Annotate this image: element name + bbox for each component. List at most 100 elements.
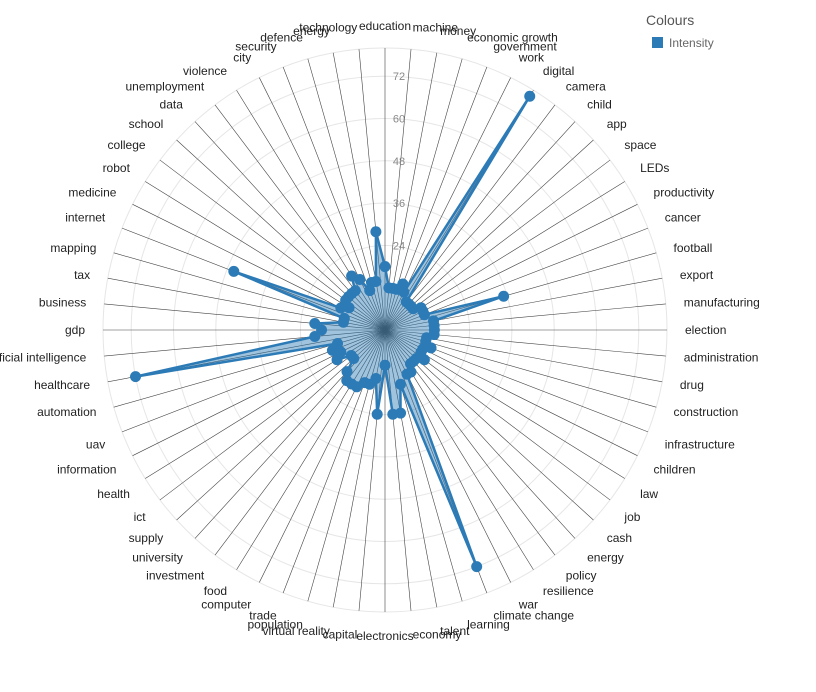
category-label: artificial intelligence [0, 351, 87, 365]
legend-swatch-intensity[interactable] [652, 37, 663, 48]
category-label: ict [134, 510, 147, 524]
category-label: gdp [65, 323, 85, 337]
spoke [104, 303, 386, 331]
category-label: computer [201, 598, 251, 612]
legend-label-intensity[interactable]: Intensity [669, 36, 714, 50]
category-label: mapping [50, 241, 96, 255]
category-label: energy [587, 551, 624, 565]
category-label: infrastructure [665, 437, 735, 451]
category-label: economy [413, 628, 462, 642]
category-label: unemployment [125, 80, 204, 94]
category-label: city [233, 50, 251, 64]
category-label: electronics [356, 629, 413, 643]
data-point[interactable]: investment: 18 [341, 375, 353, 387]
category-label: robot [103, 161, 131, 175]
data-point[interactable]: university: 16 [341, 366, 353, 378]
data-point[interactable]: city: 16 [354, 274, 366, 286]
data-point[interactable]: technology: 28 [370, 226, 382, 238]
category-label: business [39, 295, 86, 309]
data-point[interactable]: football: 35 [498, 290, 510, 302]
data-point[interactable]: education: 18 [379, 261, 391, 273]
category-label: cash [607, 531, 632, 545]
radial-tick-label: 36 [393, 198, 405, 210]
category-label: learning [467, 618, 510, 632]
spoke [282, 329, 386, 594]
category-label: violence [183, 64, 227, 78]
spoke [194, 329, 386, 539]
category-label: uav [86, 437, 105, 451]
data-point[interactable]: climate change: 72 [471, 561, 483, 573]
data-point[interactable]: war: 14 [401, 368, 413, 380]
data-point[interactable]: learning: 16 [394, 378, 406, 390]
data-point[interactable]: unemployment: 14 [349, 285, 361, 297]
data-point[interactable]: business: 20 [309, 318, 321, 329]
data-point[interactable]: ict: 12 [345, 349, 357, 361]
radial-tick-label: 24 [393, 240, 405, 252]
category-label: supply [129, 531, 164, 545]
category-label: data [160, 97, 184, 111]
category-label: export [680, 268, 714, 282]
category-label: automation [37, 405, 96, 419]
category-label: talent [440, 624, 470, 638]
radial-tick-label: 60 [393, 114, 405, 126]
category-label: job [623, 510, 640, 524]
data-point[interactable]: economy: 24 [387, 408, 399, 420]
radial-tick-label: 72 [393, 71, 405, 83]
category-label: resilience [543, 584, 594, 598]
series-intensity: education: 18machine: 12money: 12economi… [130, 90, 536, 573]
category-label: economic growth [467, 30, 558, 44]
spoke [236, 329, 386, 570]
data-point[interactable]: infrastructure: 14 [425, 342, 437, 354]
category-label: war [518, 598, 538, 612]
data-point[interactable]: automation: 14 [332, 338, 344, 350]
category-label: tax [74, 268, 90, 282]
category-label: policy [566, 568, 597, 582]
data-point[interactable]: healthcare: 72 [130, 371, 142, 383]
category-label: technology [299, 20, 357, 34]
spoke [259, 329, 386, 583]
data-point[interactable]: capital: 24 [371, 408, 383, 420]
spoke [384, 329, 463, 602]
data-point[interactable]: energy: 14 [370, 275, 382, 287]
data-point[interactable]: violence: 18 [346, 270, 358, 282]
category-label: capital [323, 628, 358, 642]
data-point[interactable]: job: 14 [418, 354, 430, 366]
data-point[interactable]: electronics: 10 [379, 359, 391, 371]
category-label: election [685, 323, 726, 337]
data-point[interactable]: government: 14 [397, 278, 409, 290]
category-label: security [235, 39, 276, 53]
category-label: space [624, 138, 656, 152]
category-label: school [129, 117, 164, 131]
category-label: cancer [665, 211, 701, 225]
spoke [104, 329, 386, 357]
spoke [259, 77, 386, 331]
category-label: digital [543, 64, 574, 78]
category-label: college [108, 138, 146, 152]
category-label: productivity [654, 185, 715, 199]
category-label: education [359, 19, 411, 33]
category-label: defence [260, 30, 303, 44]
category-label: information [57, 463, 116, 477]
data-point[interactable]: policy: 12 [404, 358, 416, 370]
data-point[interactable]: cancer: 12 [418, 309, 430, 321]
data-point[interactable]: mapping: 12 [338, 312, 350, 324]
category-label: manufacturing [684, 295, 760, 309]
category-label: administration [684, 351, 759, 365]
spoke [384, 329, 412, 611]
category-label: child [587, 97, 612, 111]
spoke [384, 139, 594, 331]
category-label: medicine [68, 185, 116, 199]
data-point[interactable]: digital: 78 [524, 90, 536, 102]
data-point[interactable]: information: 14 [335, 346, 347, 358]
category-label: food [204, 584, 227, 598]
data-point[interactable]: internet: 46 [228, 265, 240, 277]
category-label: healthcare [34, 378, 90, 392]
category-label: children [654, 463, 696, 477]
category-label: climate change [493, 609, 574, 623]
radial-tick-label: 48 [393, 156, 405, 168]
category-label: app [607, 117, 627, 131]
data-point[interactable]: work: 12 [398, 286, 410, 298]
category-label: government [493, 39, 557, 53]
